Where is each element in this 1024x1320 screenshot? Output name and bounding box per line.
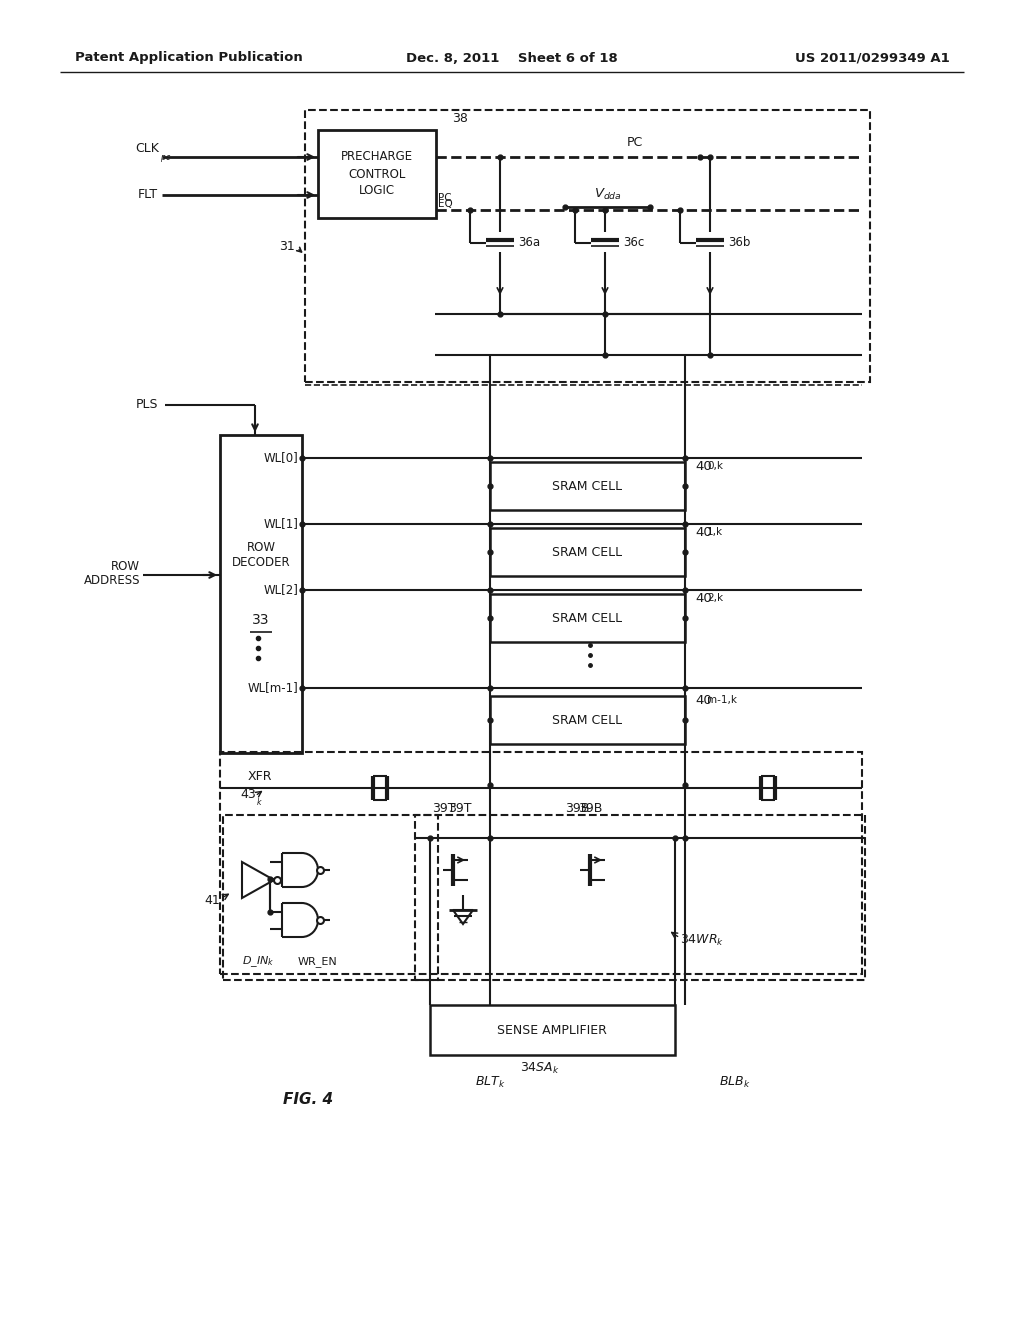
Text: 40: 40 <box>695 459 712 473</box>
Text: 41: 41 <box>204 894 220 907</box>
Text: 36a: 36a <box>518 236 540 249</box>
Text: 38: 38 <box>452 111 468 124</box>
Text: ADDRESS: ADDRESS <box>84 573 140 586</box>
Bar <box>223 814 438 979</box>
Text: Patent Application Publication: Patent Application Publication <box>75 51 303 65</box>
Bar <box>430 1005 675 1055</box>
Bar <box>490 462 685 510</box>
Text: 39T: 39T <box>449 801 472 814</box>
Text: $34WR_k$: $34WR_k$ <box>680 932 724 948</box>
Bar <box>220 752 862 974</box>
Text: $V_{dda}$: $V_{dda}$ <box>594 186 622 202</box>
Bar <box>305 110 870 381</box>
Text: WL[0]: WL[0] <box>263 451 298 465</box>
Text: ROW
DECODER: ROW DECODER <box>231 541 291 569</box>
Text: SRAM CELL: SRAM CELL <box>552 611 623 624</box>
Text: 36b: 36b <box>728 236 751 249</box>
Text: 39B: 39B <box>565 801 590 814</box>
Text: WL[m-1]: WL[m-1] <box>247 681 298 694</box>
Text: CLK: CLK <box>135 143 159 156</box>
Text: 1,k: 1,k <box>707 527 723 537</box>
Text: XFR: XFR <box>248 770 272 783</box>
Text: WR_EN: WR_EN <box>298 957 338 968</box>
Text: SENSE AMPLIFIER: SENSE AMPLIFIER <box>497 1023 607 1036</box>
Bar <box>490 594 685 642</box>
Text: Dec. 8, 2011    Sheet 6 of 18: Dec. 8, 2011 Sheet 6 of 18 <box>407 51 617 65</box>
Bar <box>318 129 436 218</box>
Text: WL[2]: WL[2] <box>263 583 298 597</box>
Text: PRECHARGE
CONTROL
LOGIC: PRECHARGE CONTROL LOGIC <box>341 150 413 198</box>
Text: $BLT_k$: $BLT_k$ <box>475 1074 505 1089</box>
Text: ROW: ROW <box>111 561 140 573</box>
Text: EQ: EQ <box>438 199 453 209</box>
Bar <box>490 528 685 576</box>
Text: 2,k: 2,k <box>707 593 723 603</box>
Text: $_{pc}$: $_{pc}$ <box>160 154 171 166</box>
Text: PLS: PLS <box>135 399 158 412</box>
Bar <box>415 814 865 979</box>
Text: US 2011/0299349 A1: US 2011/0299349 A1 <box>796 51 950 65</box>
Text: WL[1]: WL[1] <box>263 517 298 531</box>
Text: 43: 43 <box>240 788 256 801</box>
Text: 40: 40 <box>695 693 712 706</box>
Bar <box>220 436 302 752</box>
Text: 0,k: 0,k <box>707 461 723 471</box>
Text: 40: 40 <box>695 591 712 605</box>
Text: SRAM CELL: SRAM CELL <box>552 714 623 726</box>
Text: $_k$: $_k$ <box>256 797 263 809</box>
Text: m-1,k: m-1,k <box>707 696 737 705</box>
Text: SRAM CELL: SRAM CELL <box>552 545 623 558</box>
Text: $BLB_k$: $BLB_k$ <box>719 1074 751 1089</box>
Text: 36c: 36c <box>623 236 644 249</box>
Text: 39T: 39T <box>432 801 456 814</box>
Text: 39B: 39B <box>578 801 602 814</box>
Text: SRAM CELL: SRAM CELL <box>552 479 623 492</box>
Text: 40: 40 <box>695 525 712 539</box>
Text: PC: PC <box>627 136 643 149</box>
Bar <box>490 696 685 744</box>
Text: $34SA_k$: $34SA_k$ <box>520 1060 560 1076</box>
Text: PC: PC <box>438 193 452 203</box>
Text: 31: 31 <box>280 240 295 253</box>
Text: $D\_IN_k$: $D\_IN_k$ <box>242 954 274 969</box>
Text: FLT: FLT <box>138 189 158 202</box>
Text: 33: 33 <box>252 612 269 627</box>
Text: FIG. 4: FIG. 4 <box>283 1093 333 1107</box>
